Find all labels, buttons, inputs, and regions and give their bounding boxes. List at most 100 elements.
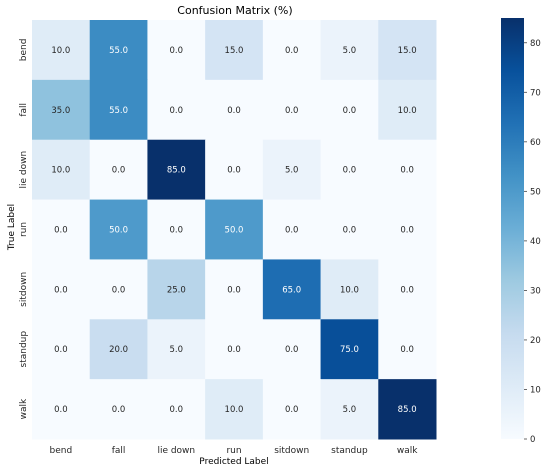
cell-value-label-r6-c2: 0.0 bbox=[170, 405, 184, 415]
heatmap-cell-r6-c4 bbox=[262, 379, 322, 440]
cell-value-label-r6-c0: 0.0 bbox=[54, 405, 68, 415]
cell-value-label-r5-c1: 20.0 bbox=[109, 345, 128, 355]
y-tick-label-1: fall bbox=[19, 103, 29, 117]
y-axis-tick-labels: bend fall lie down run sitdown standup walk bbox=[19, 39, 29, 420]
x-tick-label-3: run bbox=[226, 446, 241, 456]
y-tick-label-0: bend bbox=[19, 39, 29, 62]
cell-value-label-r3-c1: 50.0 bbox=[109, 226, 128, 236]
heatmap-cell-r6-c3 bbox=[205, 379, 264, 440]
heatmap-cell-r0-c5 bbox=[320, 20, 379, 81]
colorbar-tick-label-3: 30 bbox=[530, 286, 541, 296]
heatmap-cell-r6-c5 bbox=[320, 379, 379, 440]
colorbar-tick-label-6: 60 bbox=[530, 138, 541, 148]
colorbar-tick-label-7: 70 bbox=[530, 88, 541, 98]
heatmap-cell-r3-c4 bbox=[262, 199, 322, 260]
x-axis-tick-labels: bend fall lie down run sitdown standup walk bbox=[50, 446, 419, 456]
x-tick-label-4: sitdown bbox=[274, 446, 309, 456]
heatmap-cell-r3-c2 bbox=[147, 199, 206, 260]
heatmap-cell-r1-c0 bbox=[32, 79, 91, 141]
y-tick-label-2: lie down bbox=[19, 151, 29, 189]
cell-value-label-r6-c6: 85.0 bbox=[398, 405, 417, 415]
heatmap-cell-r6-c0 bbox=[32, 379, 91, 440]
colorbar-tick-label-4: 40 bbox=[530, 237, 541, 247]
cell-value-label-r2-c4: 5.0 bbox=[285, 166, 299, 176]
heatmap-cell-r4-c6 bbox=[378, 259, 437, 320]
cell-value-label-r5-c4: 0.0 bbox=[285, 345, 299, 355]
cell-value-label-r1-c1: 55.0 bbox=[109, 106, 128, 116]
cell-value-label-r2-c1: 0.0 bbox=[112, 166, 126, 176]
cell-value-label-r0-c5: 5.0 bbox=[343, 46, 357, 56]
cell-value-label-r0-c4: 0.0 bbox=[285, 46, 299, 56]
cell-value-label-r3-c4: 0.0 bbox=[285, 226, 299, 236]
y-tick-label-5: standup bbox=[19, 331, 29, 368]
heatmap-cell-r6-c6 bbox=[378, 379, 437, 440]
cell-value-label-r0-c1: 55.0 bbox=[109, 46, 128, 56]
heatmap-cell-r4-c4 bbox=[262, 259, 322, 320]
heatmap-cell-r2-c6 bbox=[378, 139, 437, 201]
x-axis-label: Predicted Label bbox=[199, 457, 268, 467]
heatmap-cell-r3-c0 bbox=[32, 199, 91, 260]
cell-value-label-r4-c5: 10.0 bbox=[340, 285, 359, 295]
heatmap-cell-r0-c1 bbox=[89, 20, 148, 81]
heatmap-cell-r0-c3 bbox=[205, 20, 264, 81]
cell-value-label-r0-c2: 0.0 bbox=[170, 46, 184, 56]
heatmap-cell-r1-c2 bbox=[147, 79, 206, 141]
colorbar-gradient bbox=[501, 18, 524, 439]
y-tick-label-4: sitdown bbox=[19, 272, 29, 307]
cell-value-label-r3-c2: 0.0 bbox=[170, 226, 184, 236]
chart-title: Confusion Matrix (%) bbox=[177, 4, 292, 17]
heatmap-cell-r3-c5 bbox=[320, 199, 379, 260]
cell-value-label-r4-c3: 0.0 bbox=[227, 285, 241, 295]
heatmap-cell-r0-c6 bbox=[378, 20, 437, 81]
heatmap-grid: 10.0 55.0 0.0 15.0 0.0 5.0 15.0 35.0 55.0 0.0 0.0 0… bbox=[32, 20, 437, 440]
cell-value-label-r6-c5: 5.0 bbox=[343, 405, 357, 415]
cell-value-label-r6-c4: 0.0 bbox=[285, 405, 299, 415]
cell-value-label-r2-c2: 85.0 bbox=[167, 166, 186, 176]
colorbar-tick-label-5: 50 bbox=[530, 187, 541, 197]
heatmap-cell-r1-c3 bbox=[205, 79, 264, 141]
heatmap-cell-r0-c2 bbox=[147, 20, 206, 81]
cell-value-label-r2-c6: 0.0 bbox=[400, 166, 414, 176]
heatmap-cell-r1-c5 bbox=[320, 79, 379, 141]
colorbar-tick-label-1: 10 bbox=[530, 385, 541, 395]
cell-value-label-r1-c3: 0.0 bbox=[227, 106, 241, 116]
colorbar-tick-label-2: 20 bbox=[530, 336, 541, 346]
heatmap-cell-r2-c2 bbox=[147, 139, 206, 201]
heatmap-cell-r3-c3 bbox=[205, 199, 264, 260]
cell-value-label-r4-c0: 0.0 bbox=[54, 285, 68, 295]
cell-value-label-r5-c3: 0.0 bbox=[227, 345, 241, 355]
cell-value-label-r4-c1: 0.0 bbox=[112, 285, 126, 295]
heatmap-cell-r4-c2 bbox=[147, 259, 206, 320]
heatmap-cell-r0-c0 bbox=[32, 20, 91, 81]
colorbar-tick-label-8: 80 bbox=[530, 39, 541, 49]
heatmap-cell-r5-c3 bbox=[205, 319, 264, 380]
colorbar: 0 10 20 30 40 50 60 70 80 bbox=[501, 18, 541, 445]
cell-value-label-r4-c2: 25.0 bbox=[167, 285, 186, 295]
cell-value-label-r1-c2: 0.0 bbox=[170, 106, 184, 116]
cell-value-label-r5-c5: 75.0 bbox=[340, 345, 359, 355]
x-tick-label-0: bend bbox=[50, 446, 73, 456]
cell-value-label-r6-c3: 10.0 bbox=[225, 405, 244, 415]
heatmap-cell-r6-c1 bbox=[89, 379, 148, 440]
heatmap-cell-r4-c5 bbox=[320, 259, 379, 320]
cell-value-label-r5-c0: 0.0 bbox=[54, 345, 68, 355]
cell-value-label-r3-c6: 0.0 bbox=[400, 226, 414, 236]
heatmap-cell-r5-c0 bbox=[32, 319, 91, 380]
x-tick-label-2: lie down bbox=[157, 446, 195, 456]
cell-value-label-r0-c6: 15.0 bbox=[398, 46, 417, 56]
heatmap-cell-r1-c1 bbox=[89, 79, 148, 141]
heatmap-cell-r6-c2 bbox=[147, 379, 206, 440]
y-axis-label: True Label bbox=[7, 204, 17, 251]
cell-value-label-r4-c4: 65.0 bbox=[282, 285, 301, 295]
y-tick-label-3: run bbox=[19, 222, 29, 237]
heatmap-cell-r3-c6 bbox=[378, 199, 437, 260]
heatmap-cell-r0-c4 bbox=[262, 20, 322, 81]
heatmap-cell-r2-c3 bbox=[205, 139, 264, 201]
heatmap-cell-r5-c4 bbox=[262, 319, 322, 380]
heatmap-cell-r2-c4 bbox=[262, 139, 322, 201]
cell-value-label-r2-c5: 0.0 bbox=[343, 166, 357, 176]
heatmap-cell-r5-c1 bbox=[89, 319, 148, 380]
cell-value-label-r6-c1: 0.0 bbox=[112, 405, 126, 415]
heatmap-cell-r1-c4 bbox=[262, 79, 322, 141]
